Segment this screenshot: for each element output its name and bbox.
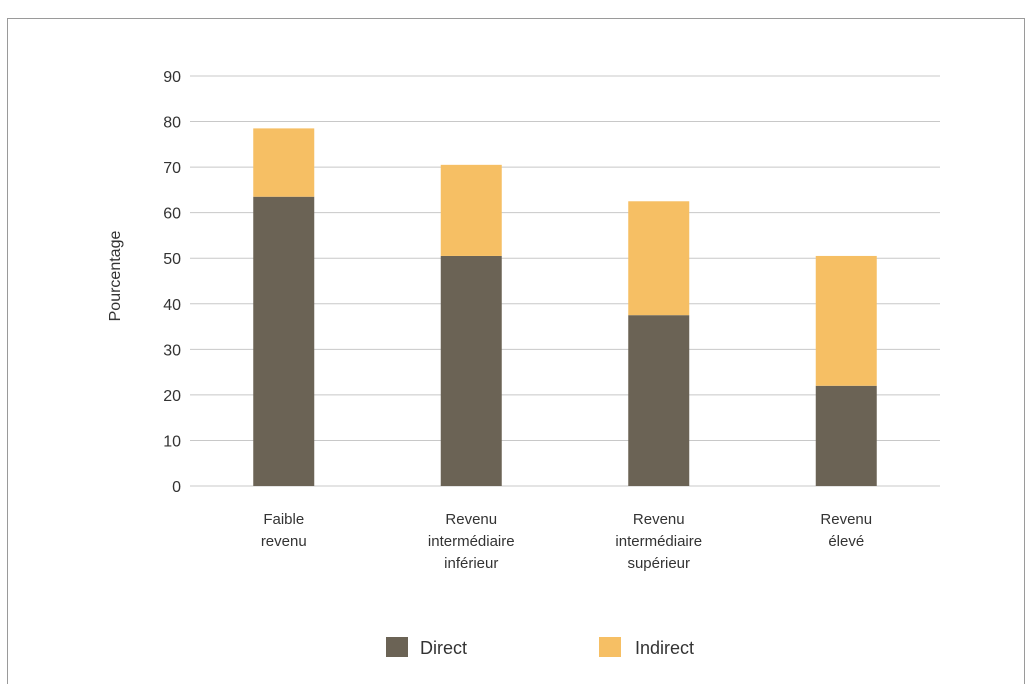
chart-frame (7, 18, 1025, 684)
x-category-line: intermédiaire (428, 533, 515, 550)
x-category-label: Revenu intermédiaire supérieur (615, 511, 702, 572)
y-tick-label: 70 (163, 160, 181, 177)
bars (253, 128, 877, 486)
x-category-line: Revenu (633, 511, 685, 528)
x-category-label: Revenu intermédiaire inférieur (428, 511, 515, 572)
y-tick-label: 10 (163, 433, 181, 450)
y-tick-label: 30 (163, 342, 181, 359)
x-category-line: supérieur (627, 555, 690, 572)
x-category-label: Revenu élevé (820, 511, 872, 550)
y-tick-label: 50 (163, 251, 181, 268)
y-tick-label: 90 (163, 69, 181, 86)
y-tick-label: 40 (163, 297, 181, 314)
bar-direct-2 (628, 315, 690, 486)
y-tick-label: 20 (163, 388, 181, 405)
legend-swatch-direct (386, 637, 408, 657)
x-category-label: Faible revenu (261, 511, 307, 550)
bar-direct-3 (815, 385, 877, 486)
legend-label-direct: Direct (420, 638, 467, 658)
x-category-line: revenu (261, 533, 307, 550)
bar-indirect-0 (253, 128, 315, 197)
y-tick-label: 60 (163, 206, 181, 223)
gridlines (190, 75, 940, 487)
bar-indirect-2 (628, 201, 690, 316)
bar-indirect-3 (815, 255, 877, 386)
legend-swatch-indirect (599, 637, 621, 657)
bar-direct-1 (440, 255, 502, 486)
x-category-line: Revenu (445, 511, 497, 528)
y-axis-ticks: 0 10 20 30 40 50 60 70 80 90 (163, 69, 181, 496)
x-axis-categories: Faible revenu Revenu intermédiaire inférieur… (261, 511, 872, 572)
legend-label-indirect: Indirect (635, 638, 694, 658)
bar-direct-0 (253, 196, 315, 486)
bar-indirect-1 (440, 164, 502, 256)
x-category-line: inférieur (444, 555, 498, 572)
x-category-line: Faible (263, 511, 304, 528)
y-tick-label: 0 (172, 479, 181, 496)
x-category-line: Revenu (820, 511, 872, 528)
y-tick-label: 80 (163, 115, 181, 132)
x-category-line: intermédiaire (615, 533, 702, 550)
legend: Direct Indirect (386, 637, 694, 658)
y-axis-label: Pourcentage (107, 231, 124, 322)
x-category-line: élevé (828, 533, 864, 550)
